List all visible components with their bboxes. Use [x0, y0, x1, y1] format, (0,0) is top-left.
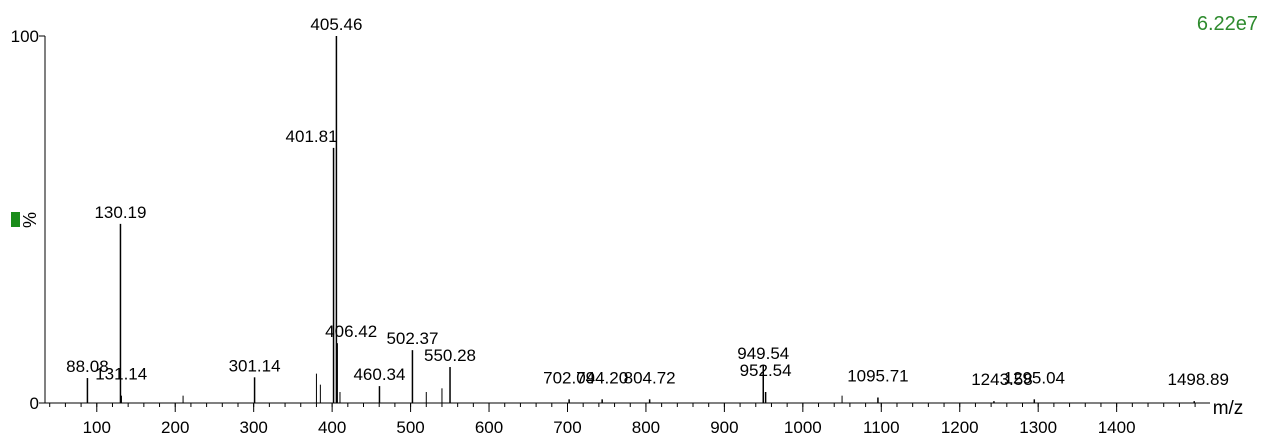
corner-value: 6.22e7 [1197, 13, 1258, 35]
x-tick-label: 400 [318, 418, 346, 437]
peak-label: 744.20 [576, 368, 628, 387]
peak-label: 406.42 [325, 322, 377, 341]
x-tick-label: 1000 [784, 418, 822, 437]
x-tick-label: 1400 [1098, 418, 1136, 437]
x-tick-label: 1300 [1019, 418, 1057, 437]
peak-label: 702.09 [543, 368, 595, 387]
peak-label: 949.54 [737, 344, 789, 363]
peak-label: 131.14 [95, 365, 147, 384]
peak-label: 1095.71 [847, 366, 908, 385]
peak-label: 301.14 [229, 356, 281, 375]
peak-label: 550.28 [424, 346, 476, 365]
x-tick-label: 800 [632, 418, 660, 437]
peak-label: 1498.89 [1167, 370, 1228, 389]
y-label: % [20, 212, 40, 228]
peak-label: 1243.58 [971, 370, 1032, 389]
x-tick-label: 200 [161, 418, 189, 437]
peak-label: 130.19 [94, 203, 146, 222]
x-tick-label: 300 [239, 418, 267, 437]
peak-label: 502.37 [386, 329, 438, 348]
x-tick-label: 900 [710, 418, 738, 437]
peak-label: 952.54 [740, 361, 792, 380]
x-tick-label: 600 [475, 418, 503, 437]
peak-label: 1295.04 [1004, 368, 1065, 387]
x-label: m/z [1213, 398, 1244, 419]
y-tick-label: 100 [11, 27, 39, 46]
legend-swatch [11, 212, 20, 227]
peak-label: 401.81 [286, 127, 338, 146]
x-tick-label: 1200 [941, 418, 979, 437]
x-tick-label: 100 [83, 418, 111, 437]
x-tick-label: 700 [553, 418, 581, 437]
peak-label: 405.46 [310, 15, 362, 34]
peak-label: 460.34 [353, 365, 405, 384]
y-tick-label: 0 [30, 394, 39, 413]
x-tick-label: 500 [396, 418, 424, 437]
peak-label: 88.08 [66, 357, 109, 376]
x-tick-label: 1100 [863, 418, 900, 437]
peak-label: 804.72 [624, 368, 676, 387]
